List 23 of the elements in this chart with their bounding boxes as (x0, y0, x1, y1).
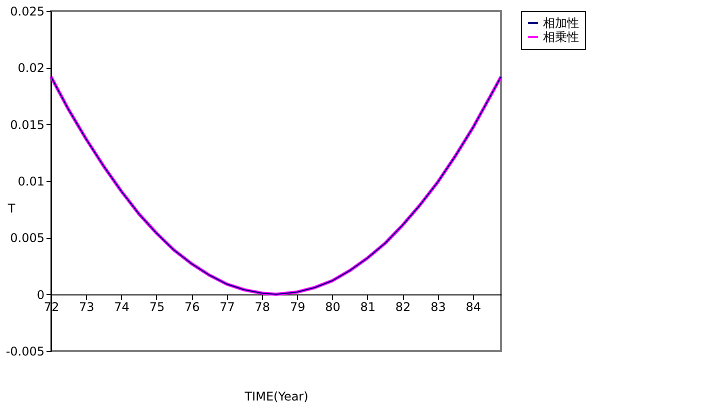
y-tick-label: 0.015 (10, 118, 44, 132)
x-tick-label: 76 (184, 300, 200, 314)
y-tick-label: -0.005 (6, 344, 44, 358)
x-tick-label: 79 (290, 300, 306, 314)
x-tick-label: 84 (466, 300, 482, 314)
x-tick-label: 82 (395, 300, 411, 314)
x-tick-label: 73 (79, 300, 94, 314)
y-axis-title: T (6, 202, 16, 216)
legend-label: 相乗性 (543, 30, 579, 44)
y-tick-label: 0 (36, 288, 44, 302)
x-tick-label: 74 (114, 300, 130, 314)
legend-label: 相加性 (543, 16, 579, 30)
x-tick-label: 83 (430, 300, 446, 314)
x-tick-label: 77 (220, 300, 235, 314)
x-tick-label: 75 (149, 300, 165, 314)
y-tick-label: 0.02 (18, 61, 44, 76)
y-tick-label: 0.025 (10, 4, 44, 18)
x-axis-title: TIME(Year) (244, 390, 308, 404)
x-tick-label: 81 (360, 300, 376, 314)
x-tick-label: 80 (325, 300, 340, 314)
x-tick-label: 78 (254, 300, 270, 314)
y-tick-label: 0.01 (18, 174, 44, 188)
y-tick-label: 0.005 (10, 231, 44, 246)
